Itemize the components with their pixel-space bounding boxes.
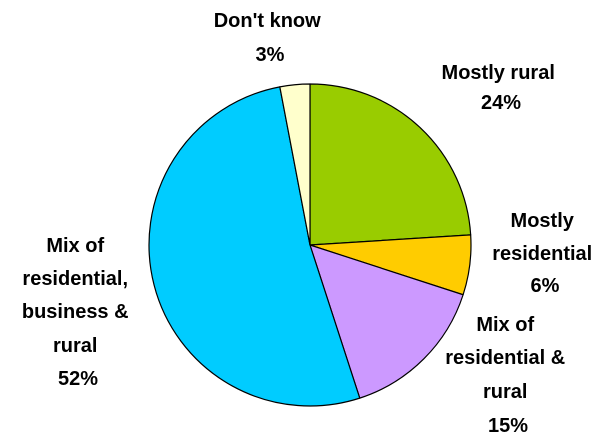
pie-slice-don-t-know xyxy=(279,83,311,246)
slice-label-dont-know: Don't know 3% xyxy=(214,10,327,66)
pie-slices xyxy=(148,83,472,407)
pie-slice-mostly-rural xyxy=(309,83,472,246)
slice-label-mix-residential-rural: Mix of residential & rural 15% xyxy=(445,314,571,437)
pie-slice-mix-of-residential-business-rural xyxy=(148,86,361,407)
slice-label-mix-residential-business-rural: Mix of residential, business & rural 52% xyxy=(22,235,134,390)
slice-label-mostly-rural: Mostly rural 24% xyxy=(442,62,561,114)
slice-label-mostly-residential: Mostly residential 6% xyxy=(492,210,598,297)
pie-slice-mix-of-residential-rural xyxy=(309,244,464,399)
